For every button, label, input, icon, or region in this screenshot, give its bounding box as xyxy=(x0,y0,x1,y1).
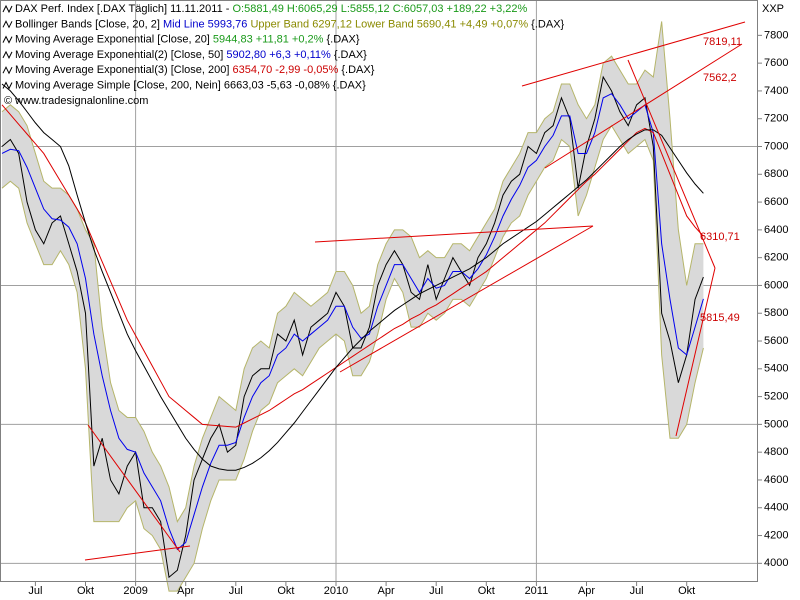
y-tick-label: 5000 xyxy=(764,418,788,430)
x-tick-label: Jul xyxy=(28,585,42,597)
y-tick-label: 7000 xyxy=(764,140,788,152)
x-tick-label: Apr xyxy=(378,585,395,597)
y-tick-label: 6200 xyxy=(764,252,788,264)
y-tick-label: 5200 xyxy=(764,391,788,403)
legend-icon xyxy=(2,20,13,29)
legend-text: Moving Average Simple [Close, 200, Nein] xyxy=(15,79,224,91)
legend-text: 5902,80 +6,3 +0,11% xyxy=(226,49,331,61)
y-tick-label: 7400 xyxy=(764,85,788,97)
y-tick-label: 4200 xyxy=(764,529,788,541)
legend-text: Bollinger Bands [Close, 20, 2] xyxy=(15,18,163,30)
legend-icon xyxy=(2,66,13,75)
legend-entry: Moving Average Exponential(3) [Close, 20… xyxy=(15,64,375,76)
x-tick-label: 2011 xyxy=(525,585,549,597)
y-tick-label: 6400 xyxy=(764,224,788,236)
plot-area xyxy=(0,0,758,592)
axis-label: XXP xyxy=(762,3,784,15)
annotation: 6310,71 xyxy=(700,231,740,243)
legend-text: {.DAX} xyxy=(323,34,359,46)
legend-text: 6663,03 -5,63 -0,08% xyxy=(224,79,330,91)
y-tick-label: 4400 xyxy=(764,502,788,514)
band-fill xyxy=(2,21,704,592)
x-tick-label: 2009 xyxy=(123,585,147,597)
trendline xyxy=(675,267,716,437)
legend-text: {.DAX} xyxy=(528,18,564,30)
series-line xyxy=(1,93,704,551)
y-tick-label: 6800 xyxy=(764,168,788,180)
y-tick-label: 7600 xyxy=(764,57,788,69)
trendlines xyxy=(84,21,746,561)
trendline xyxy=(339,225,594,373)
annotation: 5815,49 xyxy=(700,312,740,324)
y-tick-label: 6000 xyxy=(764,279,788,291)
trendline xyxy=(84,545,191,561)
trendline xyxy=(521,21,746,87)
trendline xyxy=(314,225,594,243)
source: © www.tradesignalonline.com xyxy=(4,95,148,107)
y-tick-label: 4800 xyxy=(764,446,788,458)
legend: DAX Perf. Index [.DAX Täglich] 11.11.201… xyxy=(2,3,565,91)
plot-border xyxy=(0,0,758,582)
legend-text: {.DAX} xyxy=(331,49,367,61)
legend-text: DAX Perf. Index [.DAX Täglich] 11.11.201… xyxy=(15,3,232,15)
x-tick-label: 2010 xyxy=(324,585,348,597)
legend-text: {.DAX} xyxy=(330,79,366,91)
y-tick-label: 7200 xyxy=(764,113,788,125)
series-line xyxy=(1,21,704,523)
annotation: 7562,2 xyxy=(703,72,737,84)
legend-entry: Moving Average Exponential(2) [Close, 50… xyxy=(15,49,367,61)
y-tick-label: 6600 xyxy=(764,196,788,208)
series-line xyxy=(1,124,704,592)
x-tick-label: Jul xyxy=(429,585,443,597)
y-tick-label: 5400 xyxy=(764,363,788,375)
trendline xyxy=(87,424,181,553)
legend-text: Moving Average Exponential(3) [Close, 20… xyxy=(15,64,232,76)
legend-icon xyxy=(2,4,13,14)
legend-text: 6354,70 -2,99 -0,05% xyxy=(232,64,338,76)
legend-text: O:5881,49 H:6065,29 L:5855,12 C:6057,03 … xyxy=(232,3,527,15)
legend-text: {.DAX} xyxy=(338,64,374,76)
annotation: 7819,11 xyxy=(703,36,742,48)
x-tick-label: Apr xyxy=(578,585,595,597)
x-tick-label: Jul xyxy=(630,585,644,597)
y-tick-label: 7800 xyxy=(764,29,788,41)
legend-text: Moving Average Exponential(2) [Close, 50… xyxy=(15,49,226,61)
legend-entry: Bollinger Bands [Close, 20, 2] Mid Line … xyxy=(15,18,565,30)
y-tick-label: 5600 xyxy=(764,335,788,347)
legend-entry: DAX Perf. Index [.DAX Täglich] 11.11.201… xyxy=(15,3,527,15)
y-tick-label: 4600 xyxy=(764,474,788,486)
x-tick-label: Okt xyxy=(478,585,495,597)
x-tick-label: Okt xyxy=(678,585,695,597)
series-line xyxy=(1,83,704,471)
legend-text: Mid Line 5993,76 xyxy=(163,18,247,30)
legend-entry: Moving Average Simple [Close, 200, Nein]… xyxy=(15,79,366,91)
legend-icon xyxy=(2,81,13,90)
x-tick-label: Okt xyxy=(77,585,94,597)
x-tick-label: Okt xyxy=(277,585,294,597)
legend-icon xyxy=(2,35,13,44)
trendline xyxy=(544,43,743,169)
x-tick-label: Apr xyxy=(177,585,194,597)
legend-icon xyxy=(2,50,13,60)
legend-entry: Moving Average Exponential [Close, 20] 5… xyxy=(15,34,360,46)
trendline xyxy=(627,59,716,269)
series-line xyxy=(1,104,704,428)
y-tick-label: 5800 xyxy=(764,307,788,319)
legend-text: 5944,83 +11,81 +0,2% xyxy=(213,34,324,46)
legend-text: Moving Average Exponential [Close, 20] xyxy=(15,34,213,46)
legend-text: Upper Band 6297,12 Lower Band 5690,41 +4… xyxy=(247,18,528,30)
x-tick-label: Jul xyxy=(229,585,243,597)
y-tick-label: 4000 xyxy=(764,557,788,569)
